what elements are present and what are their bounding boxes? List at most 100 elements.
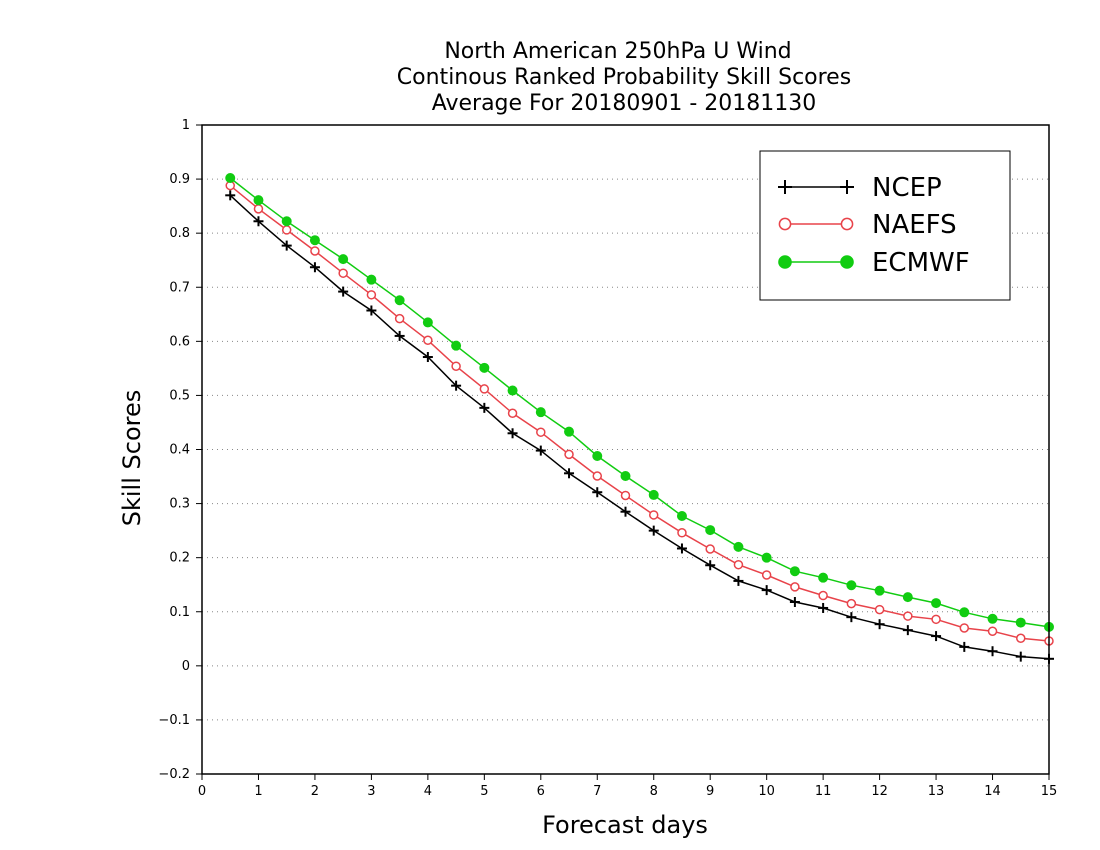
data-point: [592, 450, 603, 461]
y-tick-label: 0.1: [169, 605, 190, 620]
legend-marker: [840, 255, 854, 269]
x-tick-label: 12: [871, 784, 888, 799]
data-point: [338, 254, 349, 265]
legend-label: NCEP: [872, 173, 942, 203]
data-point: [479, 384, 490, 394]
legend-entry-ncep: NCEP: [778, 173, 942, 203]
data-point: [761, 585, 772, 596]
data-point: [423, 335, 433, 346]
legend-marker: [840, 180, 854, 194]
data-point: [1016, 633, 1026, 644]
data-point: [676, 543, 687, 554]
data-point: [366, 290, 377, 300]
data-point: [789, 566, 800, 577]
data-point: [564, 449, 574, 460]
data-point: [874, 619, 885, 630]
data-point: [592, 487, 603, 498]
y-tick-label: 0.6: [169, 334, 190, 349]
data-point: [536, 427, 546, 437]
x-tick-label: 1: [254, 784, 262, 799]
data-point: [535, 407, 546, 418]
data-point: [902, 625, 913, 636]
data-point: [394, 295, 405, 306]
y-tick-label: −0.1: [158, 713, 190, 728]
data-point: [310, 246, 320, 256]
data-point: [987, 626, 998, 636]
data-point: [733, 559, 744, 570]
data-point: [564, 468, 575, 479]
x-tick-label: 10: [758, 784, 775, 799]
legend-marker: [778, 255, 792, 269]
data-point: [620, 506, 631, 517]
data-point: [338, 268, 348, 278]
y-axis-label: Skill Scores: [118, 390, 146, 527]
data-point: [987, 613, 998, 624]
data-point: [451, 361, 461, 371]
y-tick-label: 0.7: [169, 280, 190, 295]
x-tick-label: 4: [424, 784, 432, 799]
legend: NCEP NAEFS ECMWF: [759, 150, 1011, 301]
data-point: [225, 190, 236, 201]
data-point: [903, 611, 913, 621]
data-point: [874, 604, 885, 615]
legend-marker: [778, 180, 792, 194]
x-axis-label: Forecast days: [542, 811, 708, 839]
data-point: [846, 612, 857, 623]
data-point: [1015, 651, 1026, 662]
data-point: [705, 525, 716, 536]
data-point: [959, 607, 970, 618]
x-tick-label: 11: [815, 784, 832, 799]
data-point: [902, 592, 913, 603]
data-point: [535, 445, 546, 456]
data-point: [309, 262, 320, 273]
y-tick-label: 0.8: [169, 226, 190, 241]
data-point: [818, 602, 829, 613]
data-point: [281, 240, 292, 251]
data-point: [987, 646, 998, 657]
legend-marker: [840, 217, 854, 231]
data-point: [592, 471, 603, 481]
y-tick-label: 0.5: [169, 388, 190, 403]
data-point: [705, 560, 716, 571]
y-tick-label: −0.2: [158, 767, 190, 782]
data-point: [253, 204, 264, 214]
data-point: [451, 340, 462, 351]
x-tick-label: 8: [650, 784, 658, 799]
series-ncep: [225, 190, 1054, 664]
data-point: [959, 623, 970, 633]
y-tick-label: 0: [182, 659, 190, 674]
x-tick-label: 9: [706, 784, 714, 799]
data-point: [874, 585, 885, 596]
data-point: [281, 216, 292, 227]
data-point: [507, 408, 518, 419]
data-point: [761, 570, 772, 580]
y-tick-label: 0.4: [169, 443, 190, 458]
series-naefs: [225, 180, 1054, 646]
data-point: [620, 471, 631, 482]
x-tick-label: 0: [198, 784, 206, 799]
legend-box: [759, 150, 1011, 301]
data-point: [479, 362, 490, 373]
x-tick-label: 15: [1041, 784, 1058, 799]
data-point: [789, 597, 800, 608]
series-ecmwf: [225, 173, 1054, 632]
data-point: [225, 173, 236, 184]
title-line-3: Average For 20180901 - 20181130: [432, 91, 817, 116]
title-line-2: Continous Ranked Probability Skill Score…: [397, 65, 851, 90]
y-tick-label: 1: [182, 118, 190, 133]
data-point: [846, 580, 857, 591]
title-line-1: North American 250hPa U Wind: [444, 39, 791, 64]
data-point: [422, 317, 433, 328]
x-tick-label: 13: [928, 784, 945, 799]
series-layer: [225, 173, 1054, 664]
data-point: [733, 575, 744, 586]
x-tick-label: 6: [537, 784, 545, 799]
data-point: [394, 330, 405, 341]
legend-entry-naefs: NAEFS: [778, 210, 957, 240]
y-tick-label: 0.9: [169, 172, 190, 187]
data-point: [564, 426, 575, 437]
x-tick-label: 5: [480, 784, 488, 799]
data-point: [676, 511, 687, 522]
y-tick-label: 0.3: [169, 497, 190, 512]
